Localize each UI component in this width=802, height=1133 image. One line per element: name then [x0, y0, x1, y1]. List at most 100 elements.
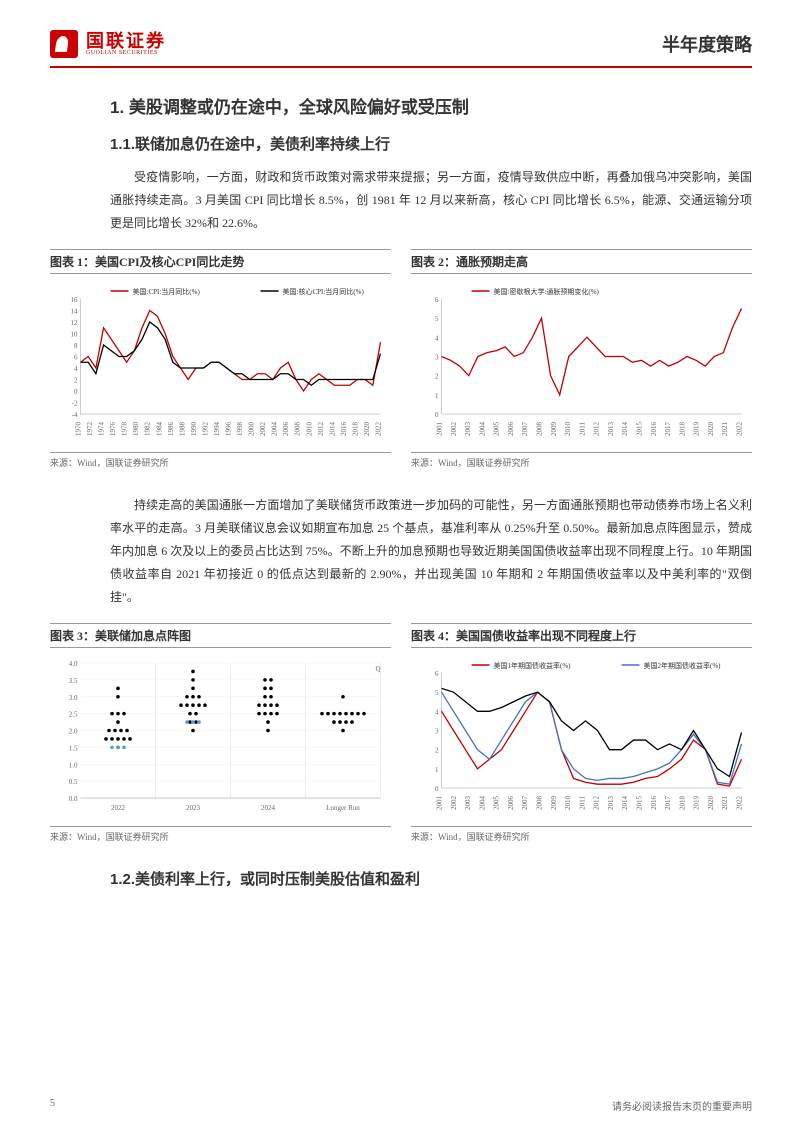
svg-text:2002: 2002 [450, 422, 458, 437]
svg-text:0.0: 0.0 [69, 795, 78, 803]
svg-text:2003: 2003 [464, 422, 472, 437]
svg-text:2005: 2005 [493, 422, 501, 437]
svg-text:1988: 1988 [178, 422, 186, 437]
chart4-source: 来源：Wind，国联证券研究所 [411, 826, 752, 843]
svg-text:2020: 2020 [707, 422, 715, 437]
logo-name-en: GUOLIAN SECURITIES [86, 50, 166, 56]
svg-text:-2: -2 [72, 400, 78, 408]
svg-text:2018: 2018 [678, 796, 686, 811]
svg-text:2: 2 [435, 373, 439, 381]
chart1-title: 图表 1：美国CPI及核心CPI同比走势 [50, 249, 391, 274]
svg-text:16: 16 [71, 296, 79, 304]
svg-text:2017: 2017 [664, 796, 672, 811]
svg-text:2010: 2010 [564, 422, 572, 437]
svg-text:1986: 1986 [167, 422, 175, 437]
svg-text:6: 6 [435, 670, 439, 678]
svg-text:2010: 2010 [564, 796, 572, 811]
chart2-source: 来源：Wind，国联证券研究所 [411, 452, 752, 469]
svg-text:1994: 1994 [213, 422, 221, 437]
svg-text:美国:密歇根大学:通胀预期变化(%): 美国:密歇根大学:通胀预期变化(%) [494, 287, 600, 296]
svg-text:Longer Run: Longer Run [326, 804, 360, 812]
svg-text:2007: 2007 [521, 796, 529, 811]
svg-text:1976: 1976 [109, 422, 117, 437]
svg-text:0.5: 0.5 [69, 779, 78, 787]
svg-text:2001: 2001 [436, 796, 444, 811]
svg-text:4.0: 4.0 [69, 660, 78, 668]
svg-text:1: 1 [435, 392, 439, 400]
svg-text:1998: 1998 [236, 422, 244, 437]
chart3-source: 来源：Wind，国联证券研究所 [50, 826, 391, 843]
svg-text:2008: 2008 [536, 796, 544, 811]
svg-text:2006: 2006 [507, 796, 515, 811]
svg-text:2003: 2003 [464, 796, 472, 811]
page-header: 国联证券 GUOLIAN SECURITIES 半年度策略 [50, 30, 752, 68]
page-footer: 5 请务必阅读报告末页的重要声明 [50, 1098, 752, 1113]
svg-text:美国:CPI:当月同比(%): 美国:CPI:当月同比(%) [133, 287, 201, 296]
svg-text:Q: Q [376, 665, 381, 673]
svg-text:2.5: 2.5 [69, 711, 78, 719]
svg-text:2: 2 [435, 747, 439, 755]
svg-text:2006: 2006 [507, 422, 515, 437]
svg-text:2002: 2002 [259, 422, 267, 437]
svg-text:2024: 2024 [261, 804, 276, 812]
svg-text:4: 4 [435, 709, 439, 717]
svg-text:美国2年期国债收益率(%): 美国2年期国债收益率(%) [644, 661, 722, 670]
paragraph-2: 持续走高的美国通胀一方面增加了美联储货币政策进一步加码的可能性，另一方面通胀预期… [110, 494, 752, 608]
svg-text:1974: 1974 [98, 422, 106, 437]
svg-text:2012: 2012 [593, 422, 601, 437]
svg-text:2012: 2012 [593, 796, 601, 811]
svg-text:2014: 2014 [328, 422, 336, 437]
svg-text:2020: 2020 [363, 422, 371, 437]
svg-text:5: 5 [435, 316, 439, 324]
svg-text:1982: 1982 [144, 422, 152, 437]
chart2: 0123456200120022003200420052006200720082… [411, 279, 752, 449]
svg-text:2004: 2004 [478, 796, 486, 811]
svg-text:2018: 2018 [678, 422, 686, 437]
chart1-source: 来源：Wind，国联证券研究所 [50, 452, 391, 469]
svg-text:2019: 2019 [693, 422, 701, 437]
chart3: 0.00.51.01.52.02.53.03.54.0202220232024L… [50, 653, 391, 823]
svg-text:2011: 2011 [578, 422, 586, 436]
svg-text:2016: 2016 [340, 422, 348, 437]
svg-text:2005: 2005 [493, 796, 501, 811]
svg-text:2022: 2022 [736, 796, 744, 811]
chart1: -4-2024681012141619701972197419761978198… [50, 279, 391, 449]
svg-text:1.5: 1.5 [69, 745, 78, 753]
svg-text:14: 14 [71, 308, 79, 316]
svg-text:2022: 2022 [375, 422, 383, 437]
svg-text:2014: 2014 [621, 422, 629, 437]
chart4-title: 图表 4：美国国债收益率出现不同程度上行 [411, 623, 752, 648]
charts-row-1: 图表 1：美国CPI及核心CPI同比走势 -4-2024681012141619… [50, 249, 752, 469]
svg-text:1970: 1970 [75, 422, 83, 437]
svg-text:2013: 2013 [607, 422, 615, 437]
svg-text:1978: 1978 [121, 422, 129, 437]
svg-text:2022: 2022 [111, 804, 126, 812]
document-type: 半年度策略 [662, 31, 752, 57]
charts-row-2: 图表 3：美联储加息点阵图 0.00.51.01.52.02.53.03.54.… [50, 623, 752, 843]
svg-text:2006: 2006 [282, 422, 290, 437]
svg-text:1992: 1992 [201, 422, 209, 437]
svg-text:2015: 2015 [636, 796, 644, 811]
svg-text:2016: 2016 [650, 422, 658, 437]
svg-text:2021: 2021 [721, 796, 729, 811]
svg-text:12: 12 [71, 319, 79, 327]
svg-text:1996: 1996 [225, 422, 233, 437]
svg-text:5: 5 [435, 690, 439, 698]
svg-text:2023: 2023 [186, 804, 201, 812]
svg-text:1984: 1984 [155, 422, 163, 437]
svg-text:3: 3 [435, 354, 439, 362]
heading-1: 1. 美股调整或仍在途中，全球风险偏好或受压制 [110, 93, 752, 118]
logo-name-cn: 国联证券 [86, 32, 166, 50]
svg-text:6: 6 [435, 296, 439, 304]
svg-text:0: 0 [435, 785, 439, 793]
svg-text:2008: 2008 [294, 422, 302, 437]
svg-text:2009: 2009 [550, 422, 558, 437]
svg-text:2015: 2015 [636, 422, 644, 437]
svg-text:2001: 2001 [436, 422, 444, 437]
svg-text:2016: 2016 [650, 796, 658, 811]
svg-text:4: 4 [435, 335, 439, 343]
svg-text:-4: -4 [72, 411, 78, 419]
svg-text:2.0: 2.0 [69, 728, 78, 736]
svg-text:3.0: 3.0 [69, 694, 78, 702]
svg-text:2017: 2017 [664, 422, 672, 437]
